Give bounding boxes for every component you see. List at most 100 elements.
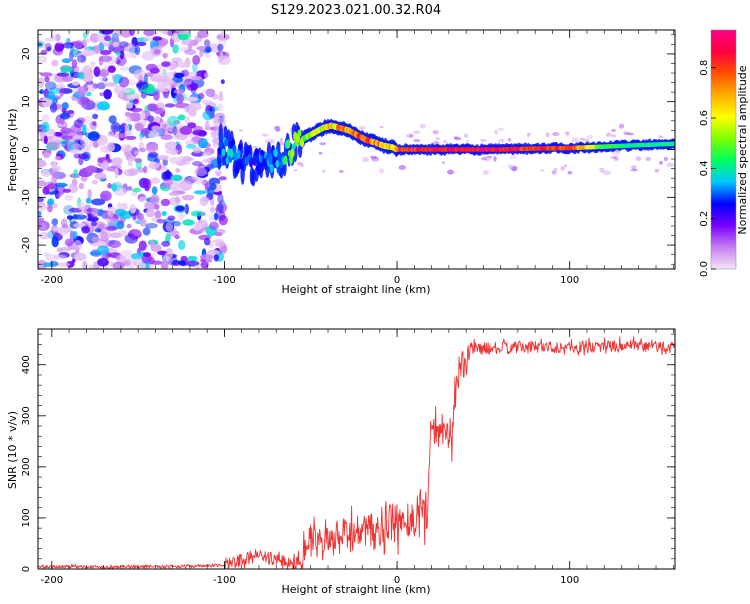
noise-blob [38,203,45,213]
noise-blob [80,137,89,146]
noise-blob [100,231,109,243]
noise-blob [115,208,127,217]
noise-blob [112,133,127,139]
noise-blob [161,240,171,247]
noise-blob [39,89,44,95]
noise-blob [586,134,594,139]
noise-blob [220,30,226,37]
noise-blob [38,259,47,269]
noise-blob [190,76,202,81]
colorbar-tick-label: 0.6 [699,110,710,126]
noise-blob [480,139,487,142]
noise-blob [41,169,51,177]
noise-blob [55,33,61,42]
noise-blob [157,155,169,161]
ridge-core [221,148,226,157]
noise-blob [94,45,100,54]
noise-blob [38,159,47,168]
noise-blob [53,254,67,260]
noise-blob [378,168,385,174]
noise-blob [103,266,109,269]
noise-blob [218,210,226,221]
noise-blob [105,225,117,231]
noise-blob [498,138,505,143]
x-tick-label: 0 [394,575,400,586]
noise-blob [77,86,87,96]
noise-blob [261,133,269,137]
noise-blob [82,32,88,39]
noise-blob [147,129,160,138]
noise-blob [194,167,208,177]
noise-blob [627,132,634,136]
noise-blob [47,141,61,151]
noise-blob [159,30,168,34]
noise-blob [658,135,664,139]
noise-blob [210,206,216,213]
noise-blob [59,112,71,120]
noise-blob [480,157,488,161]
noise-blob [84,68,92,80]
noise-blob [176,93,184,104]
noise-blob [160,134,173,141]
noise-blob [82,124,87,135]
noise-blob [177,260,186,265]
noise-blob [147,103,158,112]
noise-blob [164,251,174,259]
noise-blob [38,220,50,231]
noise-blob [124,123,130,134]
noise-blob [99,92,104,97]
noise-blob [179,180,193,192]
noise-blob [99,145,113,153]
noise-blob [41,113,50,124]
noise-blob [494,130,498,135]
noise-blob [66,215,74,220]
noise-blob [42,262,54,268]
noise-blob [165,148,179,155]
noise-blob [86,144,92,151]
noise-blob [51,160,57,169]
noise-blob [46,46,52,52]
spectrogram-x-ticks: -200 -100 0 100 [40,30,674,286]
noise-blob [419,124,426,129]
noise-blob [98,56,104,66]
noise-blob [178,61,188,68]
noise-blob [413,139,421,143]
noise-blob [220,79,225,85]
noise-blob [41,97,52,108]
noise-blob [204,238,211,246]
ridge-core [290,148,295,158]
ridge-core [257,165,262,176]
noise-blob [482,170,490,176]
noise-blob [143,165,148,174]
colorbar-ticks: 0.0 0.2 0.4 0.6 0.8 [699,60,716,277]
noise-blob [66,110,75,114]
noise-blob [45,91,55,100]
noise-blob [38,180,47,187]
y-tick-label: 20 [21,48,32,61]
noise-blob [118,76,130,88]
noise-blob [151,125,161,131]
noise-blob [299,162,304,168]
noise-blob [106,217,118,224]
noise-blob [493,156,497,162]
noise-blob [217,103,224,112]
noise-blob [169,64,176,71]
noise-blob [164,92,169,99]
noise-blob [134,122,144,132]
noise-blob [92,113,99,120]
noise-blob [150,243,162,253]
noise-blob [185,96,199,102]
noise-blob [45,128,56,140]
noise-blob [123,262,130,268]
noise-blob [81,49,96,57]
noise-blob [146,144,159,153]
noise-blob [111,157,123,166]
noise-blob [71,81,80,86]
noise-blob [552,132,560,136]
noise-blob [205,88,216,98]
colorbar-tick-label: 0.8 [699,60,710,76]
noise-blob [175,205,185,212]
noise-blob [497,127,505,131]
noise-blob [99,68,110,78]
